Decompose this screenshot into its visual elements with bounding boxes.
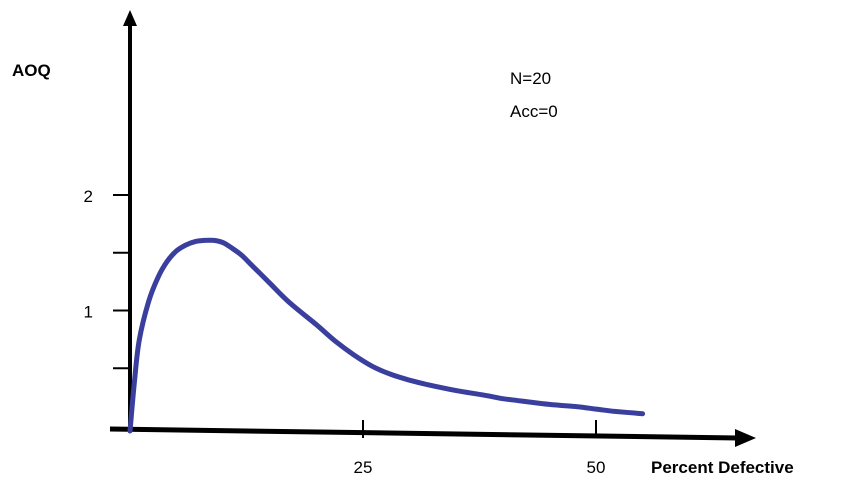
x-tick-label: 25 xyxy=(354,458,373,477)
annotation-acceptance-number: Acc=0 xyxy=(510,102,558,121)
x-tick-label: 50 xyxy=(587,458,606,477)
x-axis-line xyxy=(109,426,739,441)
y-ticks: 21 xyxy=(84,187,132,370)
x-axis-arrowhead xyxy=(735,429,756,447)
annotation-sample-size: N=20 xyxy=(510,69,551,88)
x-axis-title: Percent Defective xyxy=(651,458,794,477)
aoq-curve-line xyxy=(127,237,646,434)
x-ticks: 25 50 xyxy=(354,420,606,477)
y-axis-title: AOQ xyxy=(12,61,51,80)
y-axis-arrowhead xyxy=(123,10,137,26)
y-tick-label: 1 xyxy=(84,303,93,322)
y-tick-label: 2 xyxy=(84,187,93,206)
axes xyxy=(109,10,756,447)
